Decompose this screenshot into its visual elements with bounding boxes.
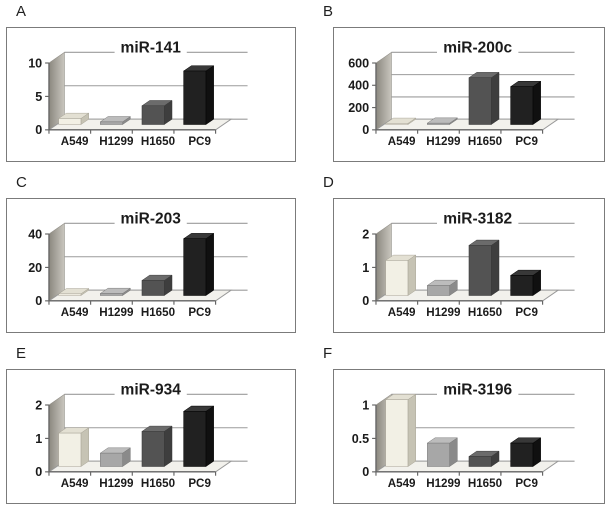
- chart-mir-141: 0 5 10 A549 H1299 H1650 PC9 miR-141: [28, 38, 248, 148]
- svg-text:0: 0: [362, 294, 369, 308]
- panel-letter-b: B: [323, 3, 334, 20]
- svg-text:40: 40: [28, 227, 42, 241]
- svg-text:H1299: H1299: [426, 135, 461, 148]
- svg-text:0: 0: [35, 465, 42, 479]
- svg-text:H1650: H1650: [468, 135, 502, 148]
- svg-text:10: 10: [28, 56, 42, 70]
- svg-text:H1299: H1299: [426, 477, 461, 490]
- chart-box-mir-141: 0 5 10 A549 H1299 H1650 PC9 miR-141: [6, 27, 296, 162]
- panel-letter-c: C: [16, 174, 27, 191]
- svg-text:0: 0: [362, 123, 369, 137]
- svg-text:A549: A549: [388, 306, 416, 319]
- svg-text:miR-3196: miR-3196: [443, 381, 512, 398]
- panel-letter-f: F: [323, 345, 333, 362]
- svg-text:0: 0: [35, 294, 42, 308]
- panel-a: A 0 5 10 A549 H1299 H1650 PC9 miR-141: [0, 0, 307, 171]
- svg-text:H1650: H1650: [468, 477, 502, 490]
- svg-text:H1299: H1299: [99, 306, 134, 319]
- svg-text:H1650: H1650: [468, 306, 502, 319]
- svg-text:PC9: PC9: [188, 477, 211, 490]
- svg-text:H1299: H1299: [426, 306, 461, 319]
- chart-box-mir-934: 0 1 2 A549 H1299 H1650 PC9 miR-934: [6, 369, 296, 504]
- svg-text:PC9: PC9: [188, 306, 211, 319]
- svg-text:A549: A549: [61, 477, 89, 490]
- svg-text:2: 2: [35, 398, 42, 412]
- panel-e: E 0 1 2 A549 H1299 H1650 PC9 miR-934: [0, 342, 307, 514]
- svg-text:20: 20: [28, 261, 42, 275]
- svg-text:H1299: H1299: [99, 477, 134, 490]
- svg-text:PC9: PC9: [515, 135, 538, 148]
- svg-text:miR-203: miR-203: [121, 210, 182, 227]
- panel-letter-e: E: [16, 345, 27, 362]
- svg-text:0: 0: [35, 123, 42, 137]
- panel-c: C 0 20 40 A549 H1299 H1650 PC9 miR-203: [0, 171, 307, 342]
- svg-text:1: 1: [362, 398, 369, 412]
- svg-text:A549: A549: [388, 477, 416, 490]
- svg-text:A549: A549: [61, 306, 89, 319]
- panel-letter-d: D: [323, 174, 334, 191]
- svg-text:H1299: H1299: [99, 135, 134, 148]
- svg-text:1: 1: [35, 432, 42, 446]
- chart-mir-200c: 0 200 400 600 A549 H1299 H1650 PC9 miR-200c: [348, 38, 575, 148]
- svg-text:H1650: H1650: [141, 306, 175, 319]
- svg-text:PC9: PC9: [515, 306, 538, 319]
- svg-text:1: 1: [362, 261, 369, 275]
- panel-d: D 0 1 2 A549 H1299 H1650 PC9 miR-3182: [307, 171, 614, 342]
- svg-text:miR-141: miR-141: [121, 39, 182, 56]
- chart-mir-934: 0 1 2 A549 H1299 H1650 PC9 miR-934: [35, 380, 248, 490]
- chart-mir-203: 0 20 40 A549 H1299 H1650 PC9 miR-203: [28, 209, 248, 319]
- svg-text:H1650: H1650: [141, 135, 175, 148]
- panel-b: B 0 200 400 600 A549 H1299 H1650 PC9 miR-200c: [307, 0, 614, 171]
- chart-box-mir-3196: 0 0.5 1 A549 H1299 H1650 PC9 miR-3196: [333, 369, 605, 504]
- svg-text:A549: A549: [61, 135, 89, 148]
- svg-text:H1650: H1650: [141, 477, 175, 490]
- svg-text:A549: A549: [388, 135, 416, 148]
- chart-box-mir-3182: 0 1 2 A549 H1299 H1650 PC9 miR-3182: [333, 198, 605, 333]
- svg-text:200: 200: [348, 101, 369, 115]
- svg-text:600: 600: [348, 56, 369, 70]
- panel-letter-a: A: [16, 3, 27, 20]
- svg-text:miR-934: miR-934: [121, 381, 182, 398]
- chart-mir-3182: 0 1 2 A549 H1299 H1650 PC9 miR-3182: [362, 209, 575, 319]
- svg-text:0: 0: [362, 465, 369, 479]
- chart-box-mir-203: 0 20 40 A549 H1299 H1650 PC9 miR-203: [6, 198, 296, 333]
- svg-text:0.5: 0.5: [352, 432, 370, 446]
- chart-mir-3196: 0 0.5 1 A549 H1299 H1650 PC9 miR-3196: [352, 380, 575, 490]
- svg-text:PC9: PC9: [188, 135, 211, 148]
- svg-text:miR-3182: miR-3182: [443, 210, 512, 227]
- svg-text:400: 400: [348, 79, 369, 93]
- panel-f: F 0 0.5 1 A549 H1299 H1650 PC9 miR-3196: [307, 342, 614, 514]
- svg-text:2: 2: [362, 227, 369, 241]
- chart-box-mir-200c: 0 200 400 600 A549 H1299 H1650 PC9 miR-200c: [333, 27, 605, 162]
- svg-text:PC9: PC9: [515, 477, 538, 490]
- svg-text:5: 5: [35, 90, 42, 104]
- svg-text:miR-200c: miR-200c: [443, 39, 512, 56]
